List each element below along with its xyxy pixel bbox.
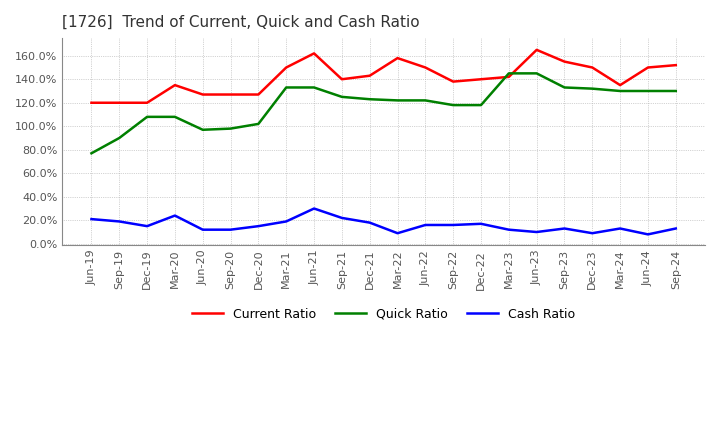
Quick Ratio xyxy=(87,150,96,156)
Cash Ratio xyxy=(282,219,291,224)
Current Ratio xyxy=(616,82,624,88)
Current Ratio xyxy=(310,51,318,56)
Current Ratio xyxy=(338,77,346,82)
Cash Ratio xyxy=(226,227,235,232)
Cash Ratio xyxy=(171,213,179,218)
Quick Ratio xyxy=(588,86,597,91)
Quick Ratio xyxy=(254,121,263,127)
Cash Ratio xyxy=(421,222,430,227)
Current Ratio xyxy=(115,100,124,106)
Quick Ratio xyxy=(393,98,402,103)
Quick Ratio xyxy=(477,103,485,108)
Quick Ratio xyxy=(672,88,680,94)
Cash Ratio xyxy=(338,215,346,220)
Cash Ratio xyxy=(532,229,541,235)
Cash Ratio xyxy=(505,227,513,232)
Quick Ratio xyxy=(226,126,235,131)
Current Ratio xyxy=(588,65,597,70)
Quick Ratio xyxy=(560,85,569,90)
Current Ratio xyxy=(477,77,485,82)
Current Ratio xyxy=(171,82,179,88)
Cash Ratio xyxy=(449,222,457,227)
Cash Ratio xyxy=(644,232,652,237)
Quick Ratio xyxy=(143,114,151,120)
Current Ratio xyxy=(143,100,151,106)
Quick Ratio xyxy=(199,127,207,132)
Line: Quick Ratio: Quick Ratio xyxy=(91,73,676,153)
Cash Ratio xyxy=(588,231,597,236)
Cash Ratio xyxy=(365,220,374,225)
Quick Ratio xyxy=(616,88,624,94)
Current Ratio xyxy=(505,74,513,80)
Text: [1726]  Trend of Current, Quick and Cash Ratio: [1726] Trend of Current, Quick and Cash … xyxy=(62,15,420,30)
Current Ratio xyxy=(365,73,374,78)
Cash Ratio xyxy=(616,226,624,231)
Cash Ratio xyxy=(560,226,569,231)
Quick Ratio xyxy=(338,94,346,99)
Quick Ratio xyxy=(310,85,318,90)
Cash Ratio xyxy=(310,206,318,211)
Cash Ratio xyxy=(672,226,680,231)
Legend: Current Ratio, Quick Ratio, Cash Ratio: Current Ratio, Quick Ratio, Cash Ratio xyxy=(187,303,580,326)
Quick Ratio xyxy=(532,71,541,76)
Cash Ratio xyxy=(477,221,485,227)
Current Ratio xyxy=(393,55,402,61)
Cash Ratio xyxy=(199,227,207,232)
Quick Ratio xyxy=(421,98,430,103)
Cash Ratio xyxy=(115,219,124,224)
Quick Ratio xyxy=(171,114,179,120)
Current Ratio xyxy=(644,65,652,70)
Quick Ratio xyxy=(282,85,291,90)
Quick Ratio xyxy=(115,136,124,141)
Current Ratio xyxy=(672,62,680,68)
Current Ratio xyxy=(282,65,291,70)
Current Ratio xyxy=(87,100,96,106)
Cash Ratio xyxy=(393,231,402,236)
Current Ratio xyxy=(532,47,541,52)
Cash Ratio xyxy=(143,224,151,229)
Quick Ratio xyxy=(505,71,513,76)
Current Ratio xyxy=(421,65,430,70)
Current Ratio xyxy=(226,92,235,97)
Current Ratio xyxy=(199,92,207,97)
Quick Ratio xyxy=(449,103,457,108)
Line: Cash Ratio: Cash Ratio xyxy=(91,209,676,235)
Current Ratio xyxy=(254,92,263,97)
Cash Ratio xyxy=(87,216,96,222)
Current Ratio xyxy=(449,79,457,84)
Line: Current Ratio: Current Ratio xyxy=(91,50,676,103)
Quick Ratio xyxy=(644,88,652,94)
Cash Ratio xyxy=(254,224,263,229)
Current Ratio xyxy=(560,59,569,64)
Quick Ratio xyxy=(365,97,374,102)
